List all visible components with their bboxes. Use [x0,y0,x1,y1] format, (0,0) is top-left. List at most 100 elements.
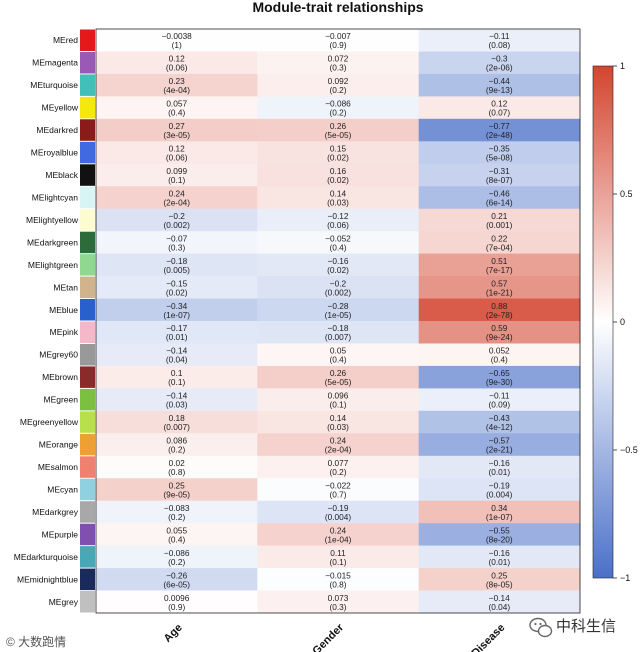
cell-correlation: 0.1 [171,368,183,378]
module-swatch [80,456,95,478]
cell-pvalue: (1e-04) [325,534,352,544]
cell-pvalue: (5e-05) [325,377,352,387]
heatmap-cell [96,410,258,434]
cell-pvalue: (0.02) [327,153,349,163]
heatmap-cell [257,231,419,255]
module-swatch [80,591,95,613]
cell-pvalue: (6e-14) [486,198,513,208]
heatmap-cell [257,96,419,120]
cell-pvalue: (0.1) [329,400,346,410]
module-swatch [80,344,95,366]
cell-correlation: 0.052 [489,346,510,356]
cell-pvalue: (8e-20) [486,534,513,544]
cell-pvalue: (0.4) [329,242,346,252]
module-swatch [80,433,95,456]
cell-correlation: −0.11 [489,391,510,401]
heatmap-cell [418,276,581,299]
cell-correlation: −0.28 [328,301,349,311]
module-swatch [80,523,95,546]
cell-correlation: −0.2 [330,278,347,288]
heatmap-cells: −0.0038(1)−0.007(0.9)−0.11(0.08)0.12(0.0… [96,29,581,614]
cell-pvalue: (0.007) [164,422,191,432]
heatmap-cell [418,231,581,255]
cell-pvalue: (0.4) [329,355,346,365]
cell-correlation: −0.3 [491,54,508,64]
cell-pvalue: (0.8) [168,467,185,477]
heatmap-cell [418,410,581,434]
row-label: MEgrey [49,597,79,607]
row-label: MElightcyan [32,193,79,203]
cell-pvalue: (0.1) [168,175,185,185]
cell-correlation: 0.23 [169,76,186,86]
cell-correlation: 0.25 [169,481,186,491]
cell-pvalue: (0.3) [329,63,346,73]
cell-pvalue: (1e-07) [163,310,190,320]
row-label: MEgreenyellow [20,417,79,427]
cell-pvalue: (0.1) [168,377,185,387]
cell-correlation: 0.24 [169,189,186,199]
wechat-icon [529,617,553,638]
heatmap-cell [96,478,258,502]
cell-pvalue: (0.07) [488,108,510,118]
cell-pvalue: (0.01) [166,332,188,342]
cell-pvalue: (0.06) [166,63,188,73]
row-label: MEdarkred [36,125,78,135]
cell-pvalue: (0.03) [166,400,188,410]
heatmap-border [95,28,581,614]
module-swatch [80,231,95,254]
heatmap-cell [96,298,258,322]
heatmap-cell [257,433,419,457]
heatmap-cell [96,141,258,165]
heatmap-cell [257,298,419,322]
cell-pvalue: (9e-13) [486,85,513,95]
colorbar: 1 0.5 0 −0.5 −1 [592,61,638,583]
row-label: MEgrey60 [39,350,78,360]
heatmap-cell [418,186,581,210]
cell-pvalue: (9e-30) [486,377,513,387]
cell-pvalue: (0.3) [168,242,185,252]
heatmap-cell [257,343,419,367]
cell-correlation: 0.18 [169,413,186,423]
cell-correlation: 0.24 [330,436,347,446]
row-label: MEbrown [42,372,78,382]
cell-pvalue: (0.06) [166,153,188,163]
cell-correlation: −0.16 [489,548,510,558]
cell-correlation: 0.24 [330,525,347,535]
row-label: MEpink [50,327,79,337]
cell-correlation: −0.55 [489,525,510,535]
module-swatch [80,209,95,231]
row-label: MEpurple [42,529,79,539]
cell-correlation: 0.12 [491,99,508,109]
cell-pvalue: (0.9) [329,40,346,50]
heatmap-cell [418,590,581,614]
module-color-swatches [80,29,95,613]
heatmap-cell [257,51,419,75]
cell-correlation: −0.11 [489,31,510,41]
cell-pvalue: (0.004) [486,490,513,500]
heatmap-cell [257,410,419,434]
heatmap-cell [418,321,581,344]
heatmap-cell [257,388,419,412]
cell-pvalue: (9e-05) [163,490,190,500]
heatmap-cell [418,298,581,322]
row-label: MEsalmon [38,462,78,472]
cell-pvalue: (0.2) [168,512,185,522]
heatmap-cell [96,343,258,367]
watermark-left: © 大数跑情 [6,634,66,649]
cell-correlation: −0.14 [489,593,510,603]
cell-correlation: −0.0038 [162,31,193,41]
cell-pvalue: (0.005) [164,265,191,275]
colorbar-gradient [592,65,614,579]
cell-pvalue: (2e-06) [486,63,513,73]
heatmap-cell [418,141,581,165]
cell-pvalue: (2e-48) [486,130,513,140]
row-label: MEdarkgreen [27,237,78,247]
row-label: MEmidnightblue [17,574,78,584]
heatmap-cell [418,523,581,547]
cell-pvalue: (0.02) [327,175,349,185]
column-label: Gender [310,621,346,652]
row-labels: MEred MEmagenta MEturquoise MEyellow MEdarkr… [14,35,79,607]
row-label: MElightyellow [26,215,79,225]
cell-pvalue: (0.004) [325,512,352,522]
